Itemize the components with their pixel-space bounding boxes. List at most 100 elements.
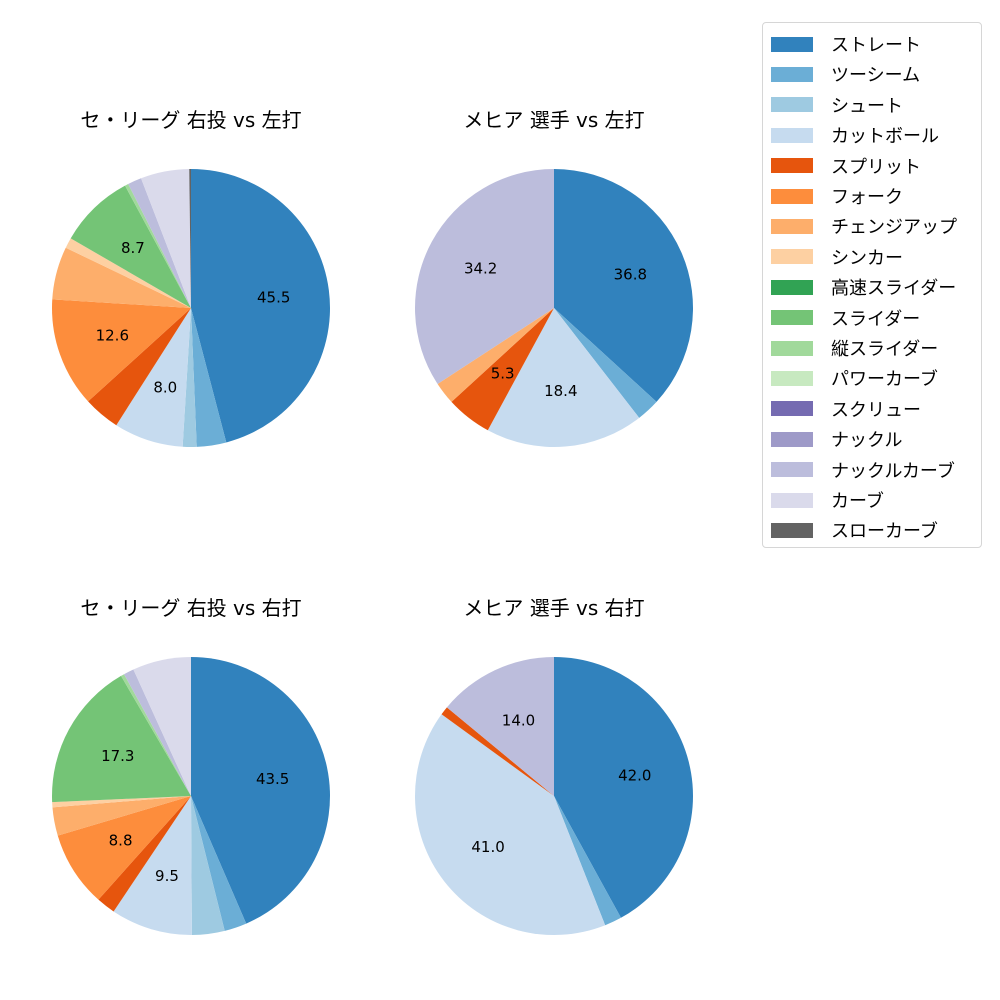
- legend-swatch: [771, 492, 813, 508]
- legend-swatch: [771, 401, 813, 417]
- pie-slice: [191, 169, 330, 443]
- pie-slice: [554, 308, 657, 418]
- pie-slice: [88, 308, 191, 426]
- pie-chart-3: 42.0 41.0 14.0: [414, 657, 694, 936]
- pie-chart-2: 43.5 9.5 8.8 17.3: [52, 657, 331, 935]
- pie-slice: [554, 796, 621, 926]
- legend-label: チェンジアップ: [831, 217, 957, 239]
- legend-item: ナックル: [771, 428, 903, 452]
- legend: ストレートツーシームシュートカットボール スプリットフォークチェンジアップ シンカー…: [762, 22, 982, 548]
- legend-label: カーブ: [831, 491, 884, 512]
- legend-label: スプリット: [831, 156, 921, 178]
- legend-item: スライダー: [771, 307, 921, 330]
- slice-percent-label: 43.5: [256, 770, 289, 788]
- legend-swatch: [771, 36, 813, 52]
- pie-slice: [65, 238, 191, 308]
- pie-slice: [451, 308, 554, 431]
- pie-slice: [51, 299, 191, 402]
- legend-item: シュート: [771, 94, 903, 117]
- pie-slice: [70, 185, 191, 308]
- slice-percent-label: 17.3: [101, 747, 134, 765]
- slice-percent-label: 14.0: [502, 712, 535, 730]
- legend-item: カットボール: [771, 124, 939, 148]
- legend-swatch: [771, 66, 813, 82]
- pie-slice: [141, 169, 191, 308]
- legend-item: ツーシーム: [771, 63, 920, 86]
- legend-swatch: [771, 249, 813, 265]
- chart-title-mejia-vs-left: メヒア 選手 vs 左打: [463, 108, 645, 132]
- legend-swatch: [771, 188, 813, 204]
- slice-percent-label: 42.0: [618, 766, 651, 784]
- pie-slice: [441, 707, 554, 796]
- legend-swatch: [771, 431, 813, 447]
- pie-slice: [182, 308, 197, 447]
- legend-swatch: [771, 340, 813, 356]
- pie-chart-1: 36.8 18.4 5.3 34.2: [414, 169, 693, 447]
- legend-swatch: [771, 462, 813, 478]
- legend-item: ナックルカーブ: [771, 459, 955, 482]
- pie-slice: [116, 308, 191, 447]
- legend-item: チェンジアップ: [771, 215, 957, 239]
- legend-label: ナックル: [831, 430, 903, 452]
- pie-slice: [52, 675, 192, 803]
- legend-label: ナックルカーブ: [831, 460, 955, 482]
- legend-item: 高速スライダー: [771, 276, 957, 300]
- pie-slice: [125, 184, 191, 308]
- legend-item: シンカー: [771, 246, 903, 269]
- slice-percent-label: 45.5: [257, 288, 290, 306]
- pie-slice: [191, 657, 331, 924]
- chart-title-league-vs-right: セ・リーグ 右投 vs 右打: [80, 596, 302, 620]
- pie-slice: [52, 796, 191, 836]
- legend-label: スローカーブ: [831, 521, 938, 543]
- legend-swatch: [771, 127, 813, 143]
- pie-slice: [113, 796, 192, 935]
- pie-slice: [133, 657, 191, 796]
- legend-swatch: [771, 310, 813, 326]
- pie-slice: [191, 796, 247, 931]
- slice-percent-label: 18.4: [544, 382, 577, 400]
- legend-swatch: [771, 97, 813, 113]
- pie-slice: [57, 796, 191, 900]
- pie-slice: [414, 714, 606, 936]
- pie-chart-0: 45.5 8.0 12.6 8.7: [51, 169, 330, 447]
- legend-item: フォーク: [771, 185, 903, 208]
- legend-item: スローカーブ: [771, 519, 938, 543]
- legend-label: カットボール: [831, 126, 939, 148]
- legend-label: 縦スライダー: [831, 339, 939, 360]
- chart-title-league-vs-left: セ・リーグ 右投 vs 左打: [80, 108, 302, 132]
- slice-percent-label: 41.0: [471, 838, 504, 856]
- legend-swatch: [771, 279, 813, 295]
- pie-slice: [52, 796, 191, 808]
- slice-percent-label: 8.0: [153, 378, 177, 396]
- pie-slice: [191, 308, 227, 447]
- pie-slice: [191, 796, 225, 935]
- pie-slice: [437, 308, 554, 402]
- pie-slice: [189, 169, 191, 308]
- pie-slice: [124, 669, 191, 796]
- pie-slice: [487, 308, 640, 447]
- pie-slice: [98, 796, 191, 912]
- slice-percent-label: 5.3: [491, 365, 515, 383]
- slice-percent-label: 9.5: [155, 867, 179, 885]
- slice-percent-label: 36.8: [614, 265, 647, 283]
- slice-percent-label: 8.8: [109, 832, 133, 850]
- legend-label: 高速スライダー: [831, 278, 957, 300]
- legend-item: スプリット: [771, 155, 921, 178]
- slice-percent-label: 12.6: [96, 327, 129, 345]
- pie-slice: [554, 657, 694, 918]
- pie-slice: [446, 657, 554, 796]
- legend-label: ストレート: [831, 35, 921, 56]
- legend-label: スライダー: [831, 308, 921, 330]
- legend-label: スクリュー: [831, 399, 921, 421]
- pie-slice: [52, 247, 191, 308]
- legend-item: パワーカーブ: [771, 367, 938, 390]
- legend-item: ストレート: [771, 33, 921, 56]
- pie-slice: [414, 169, 554, 384]
- legend-swatch: [771, 522, 813, 538]
- legend-item: カーブ: [771, 489, 884, 512]
- legend-item: スクリュー: [771, 398, 921, 421]
- legend-label: シンカー: [831, 247, 903, 269]
- legend-swatch: [771, 158, 813, 174]
- legend-label: フォーク: [831, 187, 903, 208]
